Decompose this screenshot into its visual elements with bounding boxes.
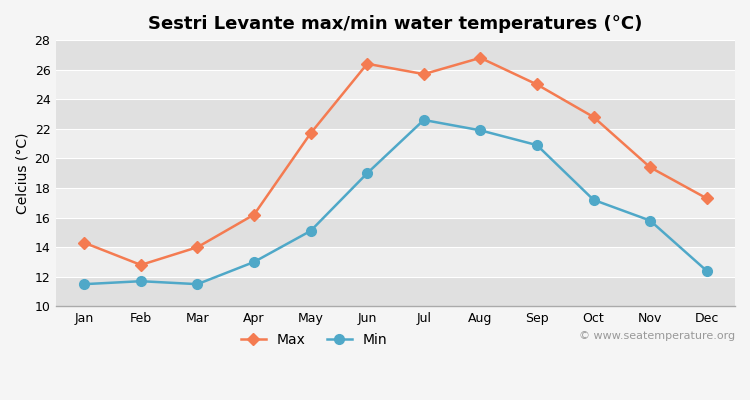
Bar (56, 247, 735, 277)
Bar (56, 218, 735, 247)
Line: Min: Min (80, 115, 712, 289)
Min (419, 118, 428, 122)
Max (646, 165, 655, 170)
Bar (56, 158, 735, 188)
Max (419, 72, 428, 76)
Max (589, 115, 598, 120)
Bar (56, 277, 735, 306)
Max (363, 61, 372, 66)
Bar (56, 129, 735, 158)
Min (646, 218, 655, 223)
Min (136, 279, 146, 284)
Max (136, 262, 146, 267)
Max (702, 196, 711, 201)
Bar (56, 188, 735, 218)
Min (476, 128, 484, 133)
Text: © www.seatemperature.org: © www.seatemperature.org (579, 331, 735, 341)
Line: Max: Max (80, 54, 711, 269)
Min (702, 268, 711, 273)
Title: Sestri Levante max/min water temperatures (°C): Sestri Levante max/min water temperature… (148, 15, 643, 33)
Min (589, 198, 598, 202)
Max (193, 245, 202, 250)
Min (193, 282, 202, 286)
Max (306, 131, 315, 136)
Legend: Max, Min: Max, Min (236, 328, 393, 353)
Max (532, 82, 542, 87)
Bar (56, 99, 735, 129)
Min (532, 143, 542, 148)
Bar (56, 70, 735, 99)
Max (80, 240, 88, 245)
Min (80, 282, 88, 286)
Min (250, 260, 259, 264)
Max (250, 212, 259, 217)
Max (476, 56, 484, 60)
Bar (56, 40, 735, 70)
Min (363, 171, 372, 176)
Y-axis label: Celcius (°C): Celcius (°C) (15, 132, 29, 214)
Min (306, 228, 315, 233)
